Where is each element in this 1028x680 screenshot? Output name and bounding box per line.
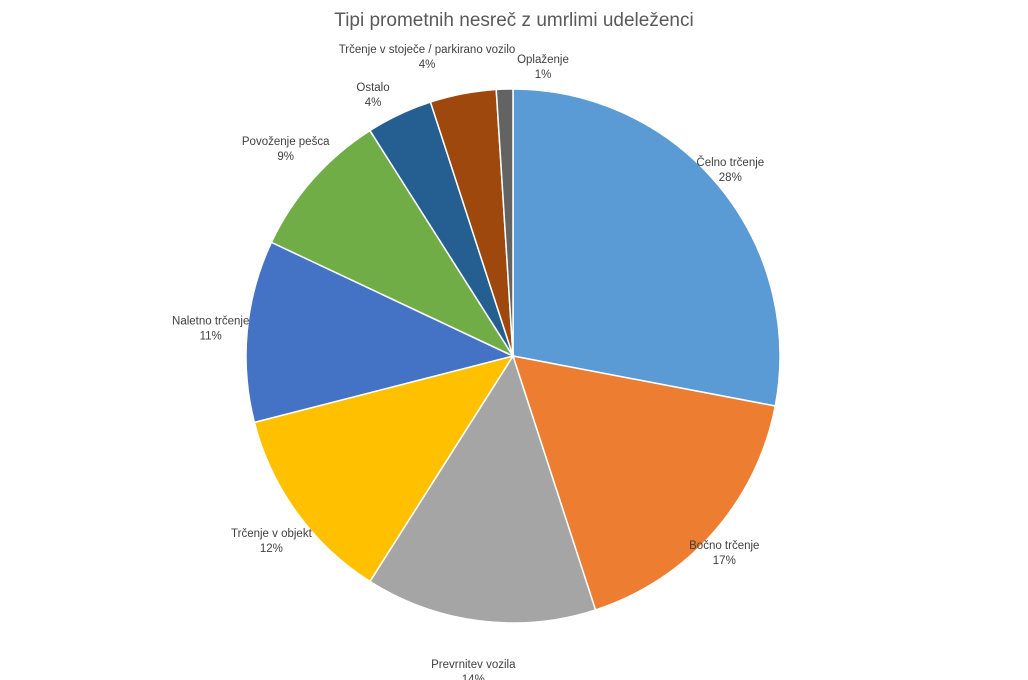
pie-slice (495, 88, 514, 357)
slice-label-value: 4% (365, 97, 382, 109)
slice-label: Trčenje v objekt 12% (231, 528, 313, 555)
slice-label-name: Povoženje pešca (242, 136, 330, 148)
slice-label-value: 1% (535, 69, 552, 81)
pie-slice (511, 355, 777, 611)
slice-label-value: 12% (260, 543, 283, 555)
pie-slice (270, 129, 516, 358)
slice-label-name: Trčenje v stoječe / parkirano vozilo (339, 44, 516, 56)
slice-label-value: 14% (462, 674, 485, 680)
pie-slice (245, 241, 516, 424)
slice-label: Trčenje v stoječe / parkirano vozilo 4% (339, 44, 516, 71)
slice-label-value: 17% (713, 555, 736, 567)
slice-label-value: 9% (277, 151, 294, 163)
slice-label: Ostalo 4% (356, 82, 389, 109)
slice-label-name: Prevrnitev vozila (431, 659, 516, 671)
pie-slice (512, 88, 781, 407)
slice-label: Bočno trčenje 17% (689, 540, 759, 567)
slice-label-name: Oplaženje (517, 54, 569, 66)
pie-slice (368, 354, 597, 624)
pie-slice (253, 354, 515, 583)
slice-label-name: Naletno trčenje (172, 316, 249, 328)
slice-label-value: 4% (419, 59, 436, 71)
slice-label-name: Trčenje v objekt (231, 528, 313, 540)
slice-label: Oplaženje 1% (517, 54, 569, 81)
slice-label-name: Čelno trčenje (696, 156, 764, 169)
slice-label: Povoženje pešca 9% (242, 136, 330, 163)
chart-title: Tipi prometnih nesreč z umrlimi udeležen… (334, 10, 694, 31)
slice-label: Prevrnitev vozila 14% (431, 659, 516, 680)
slice-label-name: Bočno trčenje (689, 540, 759, 552)
slice-label-name: Ostalo (356, 82, 389, 94)
slice-label: Čelno trčenje 28% (696, 156, 764, 184)
slice-label-value: 11% (200, 331, 222, 343)
slice-label: Naletno trčenje 11% (172, 316, 249, 343)
slice-label-value: 28% (719, 172, 742, 184)
